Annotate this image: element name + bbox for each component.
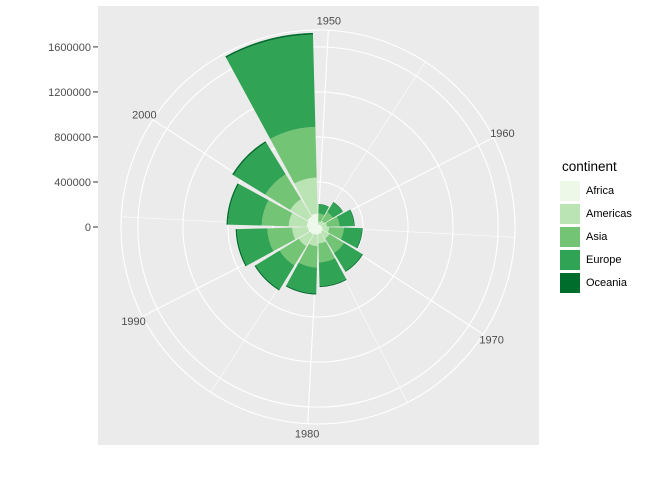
bar-europe-1977 xyxy=(318,258,347,287)
bar-americas-1982 xyxy=(308,233,318,247)
bar-europe-1972 xyxy=(333,242,363,272)
bar-europe-1987 xyxy=(255,250,295,290)
bar-africa-1972 xyxy=(318,227,323,232)
bar-africa-1952 xyxy=(318,224,320,227)
bar-oceania-2002 xyxy=(232,141,267,176)
bar-asia-2002 xyxy=(265,174,301,210)
bar-africa-2002 xyxy=(307,216,318,227)
bar-oceania-1997 xyxy=(226,183,239,225)
bar-oceania-1962 xyxy=(349,209,355,227)
angle-label-1990: 1990 xyxy=(121,316,145,328)
bar-asia-1997 xyxy=(261,200,293,227)
bar-oceania-1987 xyxy=(254,265,280,291)
radial-label-0: 0 xyxy=(85,222,91,234)
bar-africa-1987 xyxy=(310,227,318,235)
legend-label-europe: Europe xyxy=(586,253,622,266)
legend-item-americas: Americas xyxy=(560,202,670,225)
legend-items: Africa Americas Asia Europe Oceania xyxy=(560,179,670,294)
bar-americas-1992 xyxy=(292,227,310,240)
legend: continent Africa Americas Asia Europe Oceani… xyxy=(560,159,670,294)
bar-europe-2007 xyxy=(226,34,316,139)
radial-label-400000: 400000 xyxy=(54,177,91,189)
legend-item-oceania: Oceania xyxy=(560,271,670,294)
legend-title: continent xyxy=(562,159,617,174)
angle-label-1960: 1960 xyxy=(490,128,514,140)
bars-group xyxy=(225,32,363,295)
bar-asia-1972 xyxy=(325,234,344,253)
legend-item-africa: Africa xyxy=(560,179,670,202)
legend-label-asia: Asia xyxy=(586,230,608,243)
bar-europe-2002 xyxy=(233,142,286,195)
legend-key-americas xyxy=(560,203,580,224)
bar-europe-1967 xyxy=(340,227,362,248)
angle-label-1970: 1970 xyxy=(479,335,503,347)
bar-americas-2002 xyxy=(290,199,312,221)
radial-label-1600000: 1600000 xyxy=(48,42,91,54)
bar-oceania-1967 xyxy=(356,228,363,249)
grid-spoke-0 xyxy=(317,30,329,228)
bar-asia-2007 xyxy=(270,126,317,184)
bar-africa-1967 xyxy=(318,227,323,230)
bar-asia-1982 xyxy=(298,243,318,268)
bar-americas-1987 xyxy=(298,231,314,247)
bar-asia-1962 xyxy=(325,216,340,227)
bar-europe-1962 xyxy=(336,209,355,227)
bar-europe-1997 xyxy=(227,184,269,226)
bar-oceania-1957 xyxy=(332,202,343,213)
angle-label-1980: 1980 xyxy=(295,429,319,441)
legend-key-europe xyxy=(560,249,580,270)
bar-europe-1957 xyxy=(327,202,343,218)
angle-label-2000: 2000 xyxy=(132,109,156,121)
grid-circle-3 xyxy=(182,91,454,363)
bar-americas-1972 xyxy=(320,229,330,239)
bar-africa-1982 xyxy=(314,227,318,235)
bar-europe-1982 xyxy=(286,262,317,294)
bar-oceania-1982 xyxy=(285,285,317,295)
bar-asia-1987 xyxy=(279,238,307,266)
bar-africa-1957 xyxy=(318,224,321,227)
bar-asia-1992 xyxy=(267,227,296,252)
bar-oceania-1977 xyxy=(319,278,347,288)
grid-circle-1 xyxy=(272,181,364,273)
legend-label-americas: Americas xyxy=(586,207,632,220)
bar-asia-1967 xyxy=(327,227,344,240)
bar-europe-1992 xyxy=(236,228,274,266)
bar-oceania-1992 xyxy=(235,229,247,267)
bar-asia-1952 xyxy=(318,213,325,223)
bar-oceania-1972 xyxy=(345,254,363,272)
radial-label-1200000: 1200000 xyxy=(48,87,91,99)
legend-label-oceania: Oceania xyxy=(586,276,627,289)
grid-spoke-1 xyxy=(317,61,426,228)
bar-oceania-1952 xyxy=(318,204,329,208)
bar-americas-1957 xyxy=(319,220,325,226)
bar-africa-1992 xyxy=(307,227,318,232)
grid-circle-outer xyxy=(120,29,516,425)
legend-item-asia: Asia xyxy=(560,225,670,248)
radial-label-800000: 800000 xyxy=(54,132,91,144)
bar-americas-1997 xyxy=(288,213,309,227)
bar-africa-2007 xyxy=(311,213,318,227)
grid-circle-2 xyxy=(227,136,409,318)
bar-americas-1952 xyxy=(318,221,321,226)
bar-americas-2007 xyxy=(294,177,318,216)
legend-label-africa: Africa xyxy=(586,184,615,197)
bar-americas-1967 xyxy=(321,227,330,233)
grid-circle-4 xyxy=(137,46,499,408)
legend-item-europe: Europe xyxy=(560,248,670,271)
bar-americas-1962 xyxy=(320,222,328,227)
angle-label-1950: 1950 xyxy=(317,15,341,27)
bar-asia-1957 xyxy=(321,212,333,224)
legend-key-asia xyxy=(560,226,580,247)
bar-africa-1997 xyxy=(306,221,318,227)
bar-africa-1962 xyxy=(318,225,322,227)
bar-americas-1977 xyxy=(318,232,326,244)
legend-key-africa xyxy=(560,180,580,201)
bar-europe-1952 xyxy=(318,204,329,216)
bar-asia-1977 xyxy=(318,241,335,263)
axis-labels: 1950 1960 1970 1980 1990 2000 0 400000 800000 120… xyxy=(48,15,515,440)
bar-africa-1977 xyxy=(318,227,322,234)
legend-key-oceania xyxy=(560,272,580,293)
